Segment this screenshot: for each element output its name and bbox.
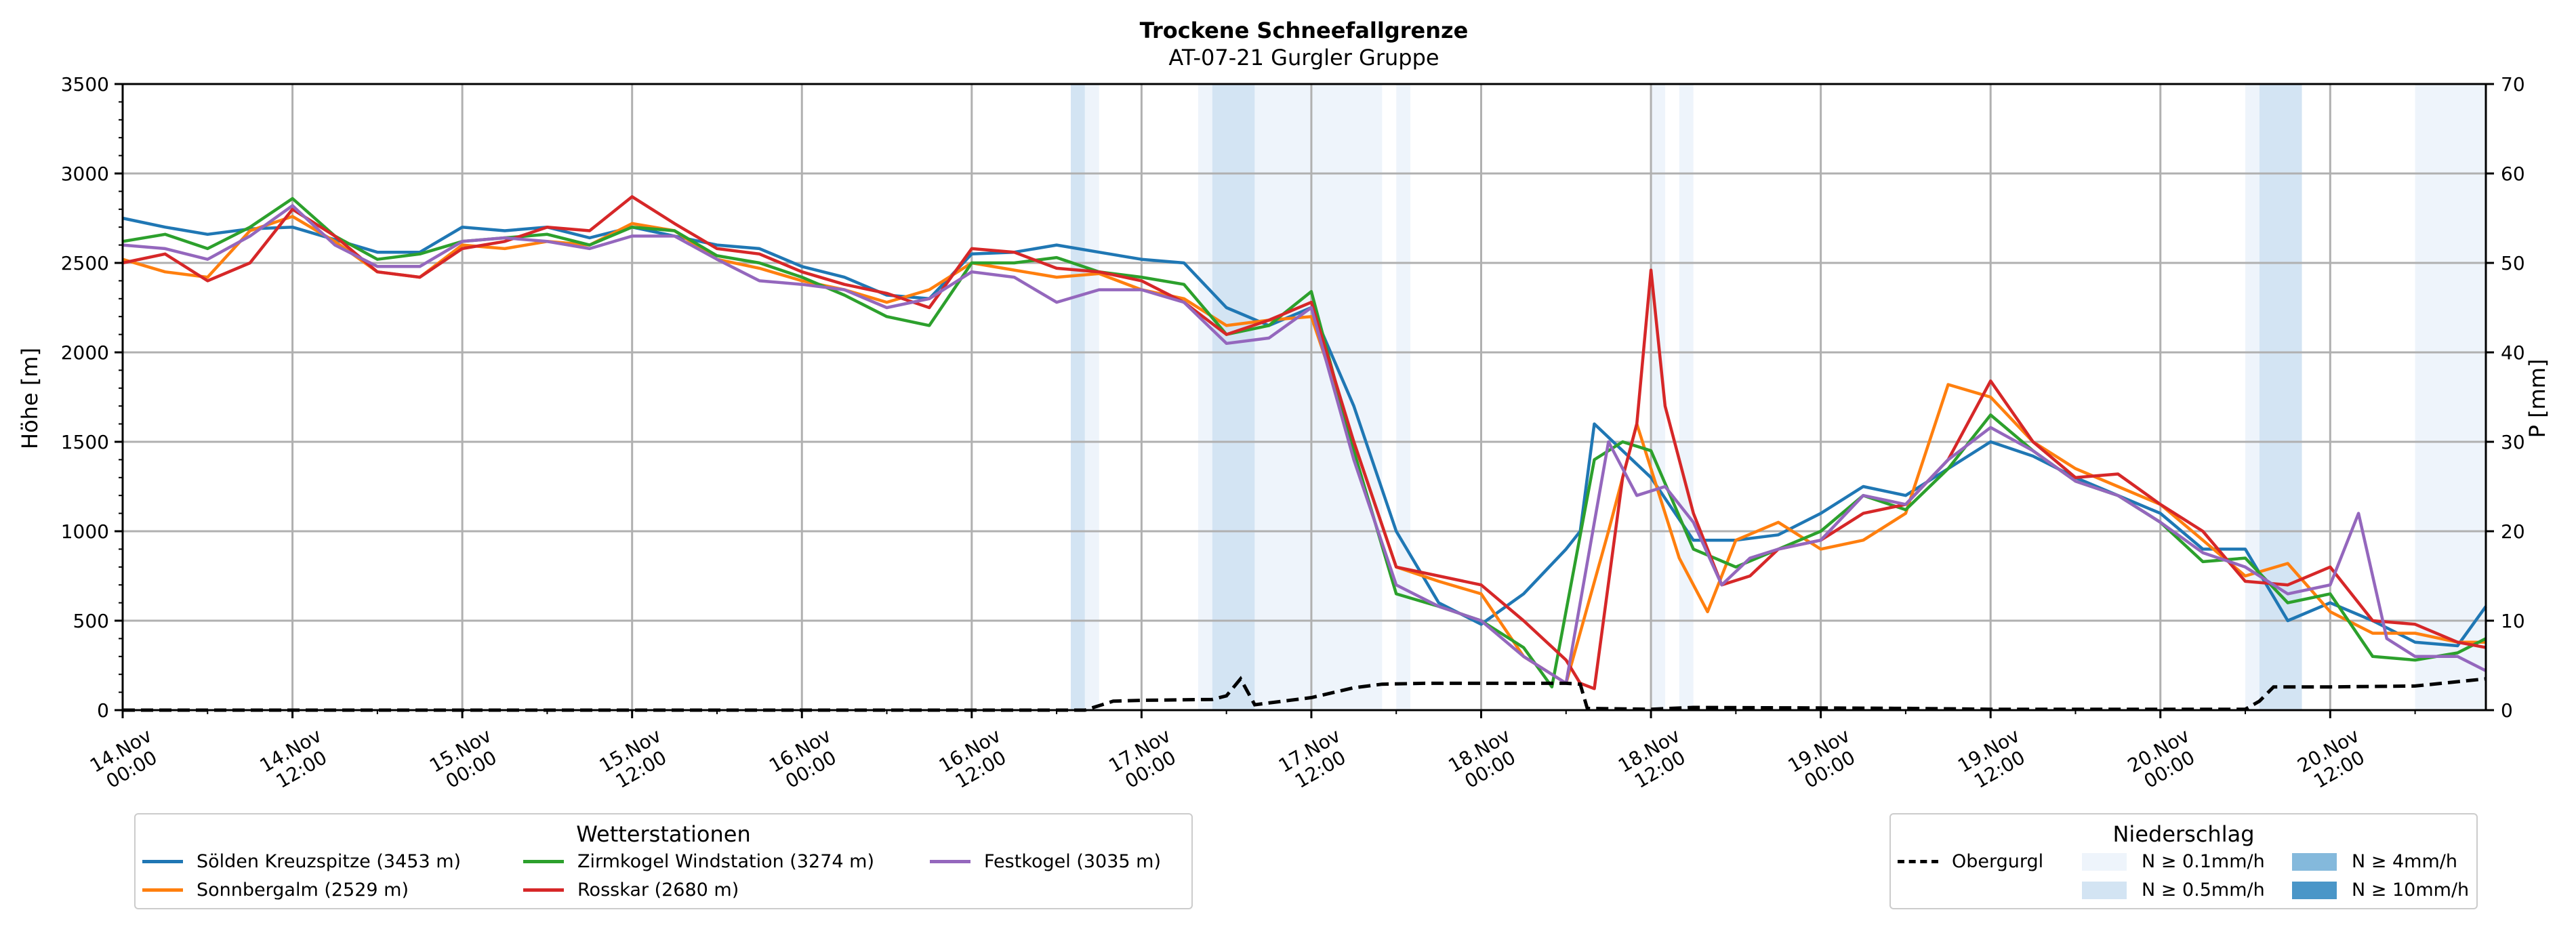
legend-label: N ≥ 4mm/h [2352,851,2457,872]
plot-frame [121,83,2487,711]
y2-tick-label: 50 [2501,252,2525,274]
legend-stations: Wetterstationen Sölden Kreuzspitze (3453… [134,813,1193,909]
legend-item-obergurgl: Obergurgl [1898,851,2043,872]
y-tick-label: 1500 [61,431,109,453]
legend-item-band-4: N ≥ 4mm/h [2292,851,2457,872]
y-tick-label: 0 [97,699,109,722]
x-tick-label: 18.Nov00:00 [1445,724,1525,796]
y2-tick-label: 20 [2501,520,2525,543]
precip-band [2415,84,2486,710]
y2-tick-label: 30 [2501,431,2525,453]
y-tick-label: 3000 [61,163,109,185]
legend-item-festkogel: Festkogel (3035 m) [930,851,1161,872]
x-tick-label: 19.Nov00:00 [1784,724,1864,796]
precip-band [2245,84,2260,710]
precip-band [1198,84,1212,710]
legend-stations-title: Wetterstationen [576,821,751,847]
legend-swatch [2292,852,2337,871]
y2-tick-label: 0 [2501,699,2513,722]
legend-item-band-01: N ≥ 0.1mm/h [2082,851,2265,872]
y2-tick-label: 40 [2501,342,2525,364]
x-tick-label: 18.Nov12:00 [1614,724,1694,796]
legend-label: Sonnbergalm (2529 m) [197,880,409,901]
y2-tick-label: 10 [2501,610,2525,632]
y-tick-label: 1000 [61,520,109,543]
y-axis-label: Höhe [m] [17,348,43,449]
precip-band [1651,84,1665,710]
chart-title: Trockene Schneefallgrenze [1140,18,1469,43]
legend-swatch [142,860,183,863]
legend-item-sonnbergalm: Sonnbergalm (2529 m) [142,880,409,901]
legend-item-band-05: N ≥ 0.5mm/h [2082,880,2265,901]
x-tick-label: 15.Nov12:00 [596,724,676,796]
y-tick-label: 3500 [61,73,109,96]
x-tick-label: 14.Nov00:00 [86,724,166,796]
y2-tick-label: 70 [2501,73,2525,96]
legend-swatch [142,888,183,892]
legend-swatch [2082,881,2127,899]
precip-band [1396,84,1411,710]
legend-swatch [2292,881,2337,899]
x-tick-label: 16.Nov00:00 [765,724,845,796]
precip-band [1070,84,1085,710]
precip-band [1212,84,1255,710]
x-tick-label: 19.Nov12:00 [1954,724,2034,796]
legend-label: N ≥ 0.1mm/h [2142,851,2265,872]
legend-label: Rosskar (2680 m) [577,880,739,901]
legend-label: Festkogel (3035 m) [984,851,1162,872]
legend-swatch [1898,860,1938,863]
chart-subtitle: AT-07-21 Gurgler Gruppe [1168,45,1439,70]
legend-precip: Niederschlag Obergurgl N ≥ 0.1mm/h N ≥ 0… [1889,813,2478,909]
precip-line [123,676,2487,712]
series-line-0 [122,216,2487,648]
legend-precip-title: Niederschlag [2112,821,2255,847]
y2-tick-label: 60 [2501,163,2525,185]
legend-item-band-10: N ≥ 10mm/h [2292,880,2469,901]
x-tick-label: 20.Nov12:00 [2293,724,2373,796]
legend-item-soelden: Sölden Kreuzspitze (3453 m) [142,851,461,872]
legend-label: Obergurgl [1952,851,2044,872]
legend-label: N ≥ 0.5mm/h [2142,880,2265,901]
precip-band [1084,84,1099,710]
x-tick-label: 17.Nov12:00 [1275,724,1355,796]
legend-label: N ≥ 10mm/h [2352,880,2470,901]
y-tick-label: 2500 [61,252,109,274]
x-tick-label: 20.Nov00:00 [2124,724,2204,796]
x-tick-label: 17.Nov00:00 [1105,724,1185,796]
legend-label: Sölden Kreuzspitze (3453 m) [197,851,462,872]
series-line-4 [122,204,2487,685]
x-tick-label: 15.Nov00:00 [426,724,506,796]
legend-swatch [523,860,564,863]
y2-axis-label: P [mm] [2524,359,2550,438]
y-tick-label: 2000 [61,342,109,364]
x-tick-label: 16.Nov12:00 [935,724,1015,796]
legend-swatch [523,888,564,892]
precip-band [1679,84,1694,710]
legend-label: Zirmkogel Windstation (3274 m) [577,851,874,872]
precip-band [1254,84,1383,710]
y-tick-label: 500 [73,610,109,632]
series-lines [122,195,2487,712]
x-tick-label: 14.Nov12:00 [256,724,336,796]
series-line-3 [122,195,2487,690]
legend-swatch [930,860,970,863]
precip-bands [1070,84,2486,710]
legend-item-zirmkogel: Zirmkogel Windstation (3274 m) [523,851,874,872]
legend-swatch [2082,852,2127,871]
legend-item-rosskar: Rosskar (2680 m) [523,880,739,901]
